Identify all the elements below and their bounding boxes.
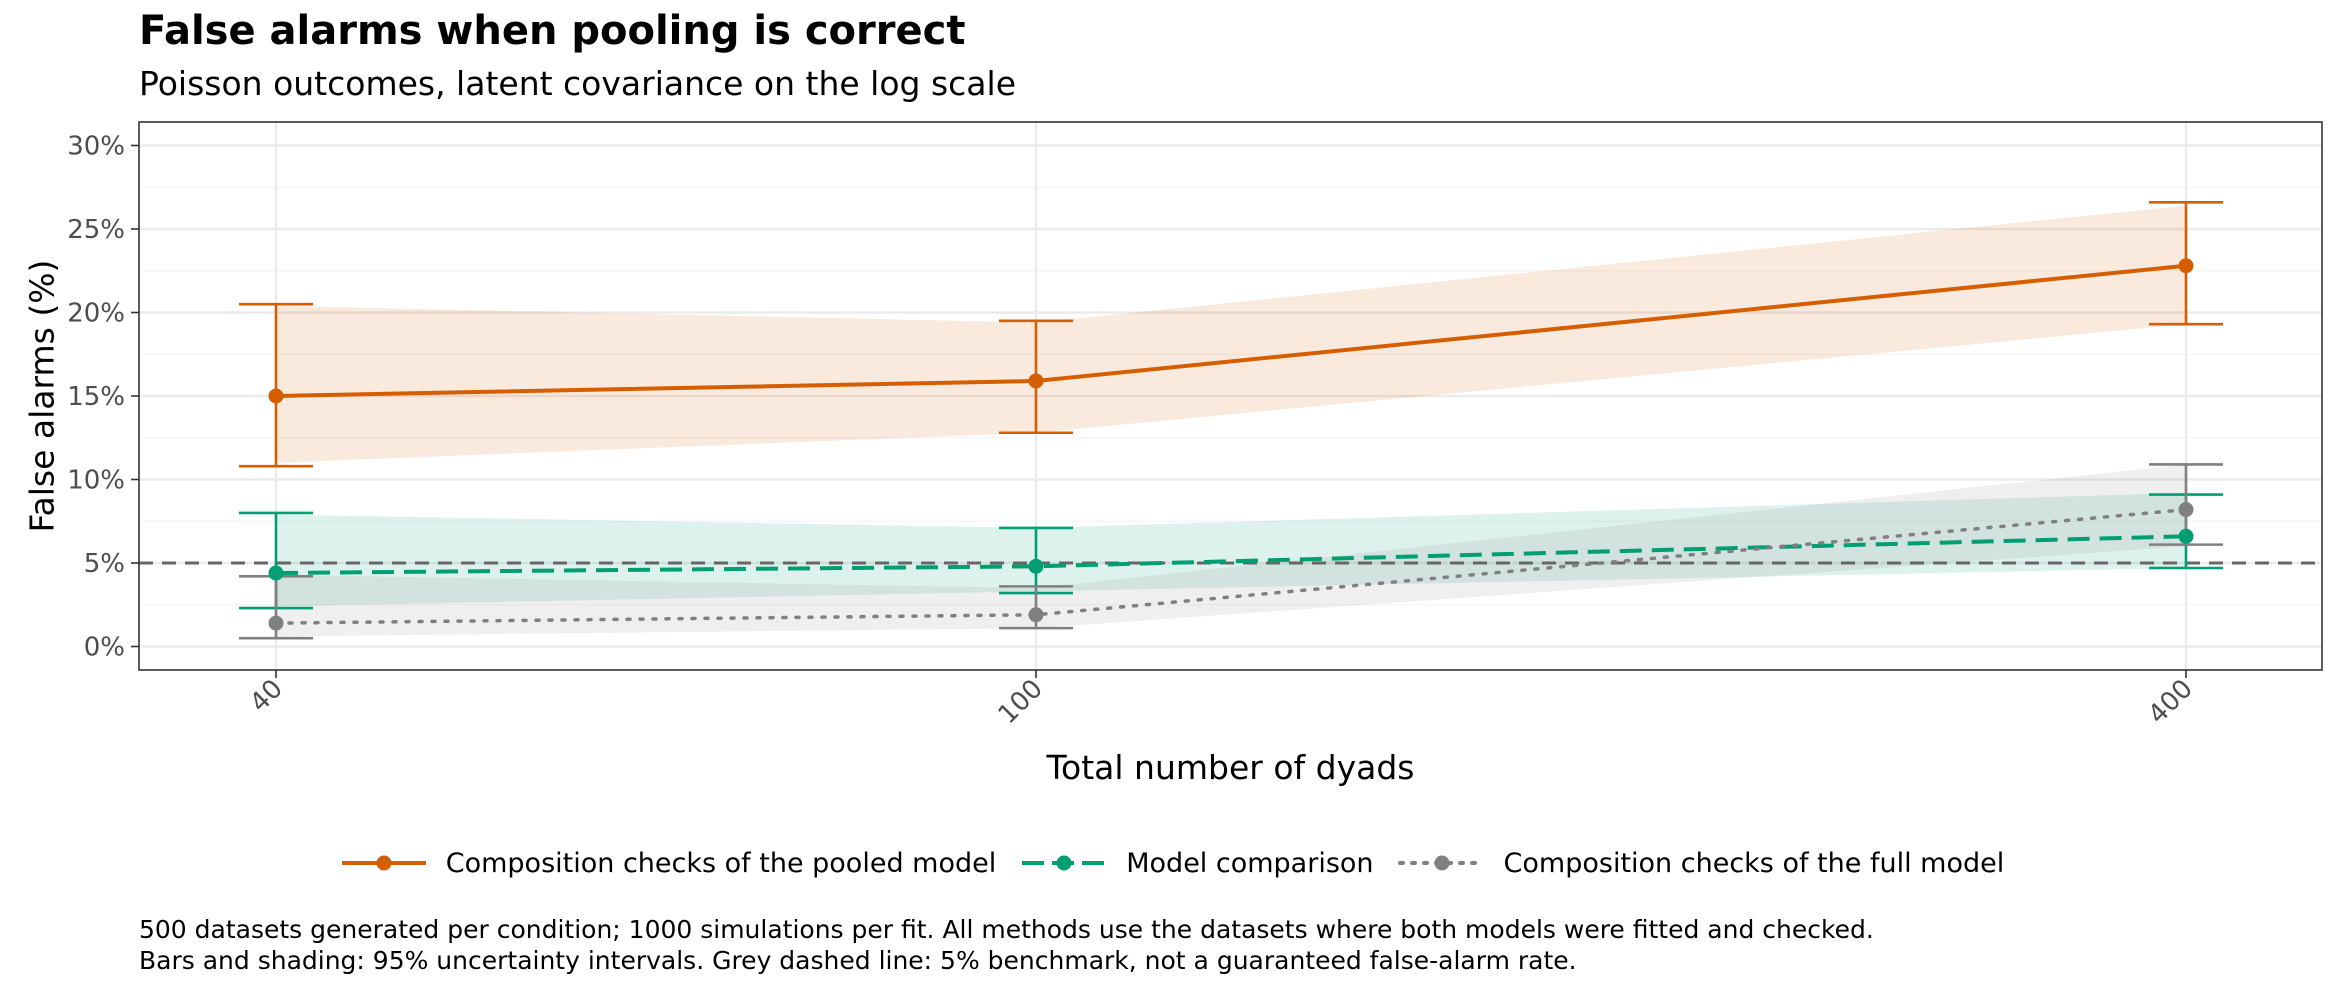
y-axis: 0% 5% 10% 15% 20% 25% 30%: [67, 132, 139, 663]
legend-point-full: [1434, 855, 1450, 871]
chart-plot: 0% 5% 10% 15% 20% 25% 30% 40 100 400 False alarm…: [23, 121, 2323, 787]
y-axis-label: False alarms (%): [23, 260, 62, 533]
caption: 500 datasets generated per condition; 10…: [139, 914, 1874, 976]
x-tick-label: 100: [993, 674, 1049, 730]
y-tick-label: 0%: [84, 633, 125, 663]
uncertainty-band-pooled: [276, 205, 2186, 463]
data-point-pooled: [268, 388, 284, 404]
legend-key-pooled: [341, 855, 426, 871]
legend-label-comparison: Model comparison: [1126, 847, 1374, 879]
chart-title: False alarms when pooling is correct: [139, 8, 966, 54]
legend-item-pooled: Composition checks of the pooled model: [336, 848, 996, 879]
legend-point-pooled: [376, 855, 392, 871]
y-tick-label: 30%: [67, 132, 125, 162]
caption-line-1: 500 datasets generated per condition; 10…: [139, 915, 1874, 944]
legend-key-full: [1397, 855, 1486, 871]
x-tick-label: 40: [244, 674, 289, 719]
data-point-full: [2178, 502, 2194, 518]
legend-key-comparison: [1022, 855, 1107, 871]
y-tick-label: 25%: [67, 215, 125, 245]
data-point-pooled: [1028, 373, 1044, 389]
data-points: [268, 258, 2194, 631]
data-point-full: [1028, 607, 1044, 623]
y-tick-label: 15%: [67, 382, 125, 412]
legend: Composition checks of the pooled model M…: [0, 838, 2340, 888]
y-tick-label: 5%: [84, 549, 125, 579]
data-point-pooled: [2178, 258, 2194, 274]
legend-point-comparison: [1056, 855, 1072, 871]
legend-label-pooled: Composition checks of the pooled model: [445, 847, 997, 879]
legend-item-full: Composition checks of the full model: [1394, 847, 2005, 879]
x-axis-label: Total number of dyads: [1046, 748, 1415, 787]
data-point-full: [268, 615, 284, 631]
legend-label-full: Composition checks of the full model: [1503, 847, 2005, 879]
chart-subtitle: Poisson outcomes, latent covariance on t…: [139, 64, 1016, 103]
y-tick-label: 20%: [67, 299, 125, 329]
data-point-comparison: [1028, 558, 1044, 574]
legend-item-comparison: Model comparison: [1016, 847, 1374, 879]
y-tick-label: 10%: [67, 466, 125, 496]
uncertainty-band-comparison: [276, 492, 2186, 607]
grid-lines: [139, 122, 2322, 670]
uncertainty-band-full: [276, 464, 2186, 637]
caption-line-2: Bars and shading: 95% uncertainty interv…: [139, 946, 1577, 975]
x-axis: 40 100 400: [244, 670, 2199, 730]
data-point-comparison: [268, 565, 284, 581]
uncertainty-bands: [276, 205, 2186, 637]
x-tick-label: 400: [2143, 674, 2199, 730]
error-bar-pooled: [239, 302, 313, 468]
data-point-comparison: [2178, 528, 2194, 544]
